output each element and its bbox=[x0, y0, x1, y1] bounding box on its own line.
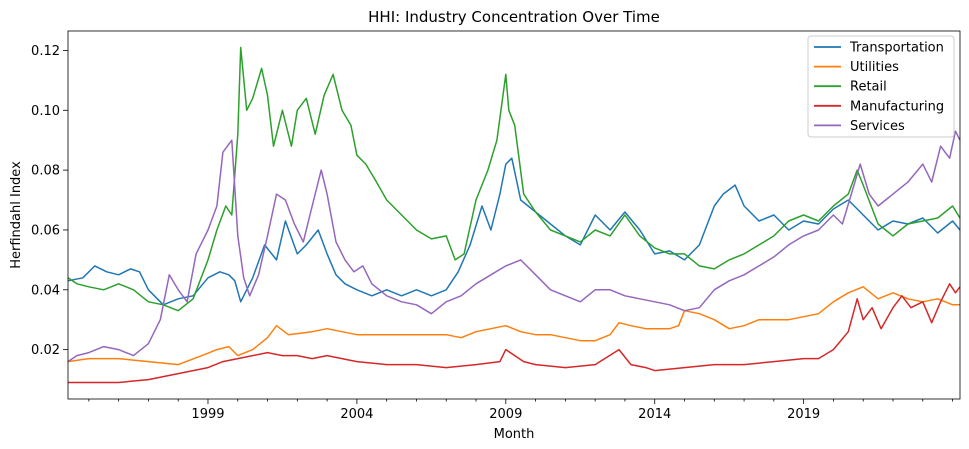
x-tick-label: 2004 bbox=[340, 407, 373, 422]
legend-label-services: Services bbox=[850, 119, 905, 134]
x-tick-label: 2009 bbox=[489, 407, 522, 422]
y-axis-ticks: 0.02 0.04 0.06 0.08 0.10 0.12 bbox=[31, 44, 68, 358]
y-tick-label: 0.02 bbox=[31, 343, 60, 358]
series-lines bbox=[67, 46, 961, 384]
legend-label-retail: Retail bbox=[850, 80, 887, 95]
x-tick-label: 2014 bbox=[638, 407, 671, 422]
x-axis-label: Month bbox=[494, 427, 535, 442]
legend-label-utilities: Utilities bbox=[850, 60, 899, 75]
series-line-services bbox=[67, 130, 961, 363]
y-axis-label: Herfindahl Index bbox=[9, 161, 24, 269]
y-tick-label: 0.12 bbox=[31, 44, 60, 59]
plot-area bbox=[67, 30, 961, 400]
series-line-transportation bbox=[67, 157, 961, 306]
series-line-retail bbox=[67, 46, 961, 312]
y-tick-label: 0.04 bbox=[31, 283, 60, 298]
series-line-utilities bbox=[67, 286, 960, 366]
legend: Transportation Utilities Retail Manufacturi… bbox=[807, 35, 955, 138]
chart-title: HHI: Industry Concentration Over Time bbox=[368, 8, 660, 26]
legend-label-transportation: Transportation bbox=[849, 41, 944, 56]
x-tick-label: 1999 bbox=[191, 407, 224, 422]
y-tick-label: 0.06 bbox=[31, 223, 60, 238]
x-axis-ticks: 1999 2004 2009 2014 2019 bbox=[88, 399, 953, 422]
legend-items: Transportation Utilities Retail Manufacturi… bbox=[814, 41, 944, 134]
plot-frame bbox=[67, 30, 961, 400]
legend-box bbox=[807, 35, 955, 138]
series-line-manufacturing bbox=[68, 283, 961, 384]
x-tick-label: 2019 bbox=[787, 407, 820, 422]
y-tick-label: 0.08 bbox=[31, 164, 60, 179]
y-tick-label: 0.10 bbox=[31, 104, 60, 119]
legend-label-manufacturing: Manufacturing bbox=[850, 99, 944, 114]
